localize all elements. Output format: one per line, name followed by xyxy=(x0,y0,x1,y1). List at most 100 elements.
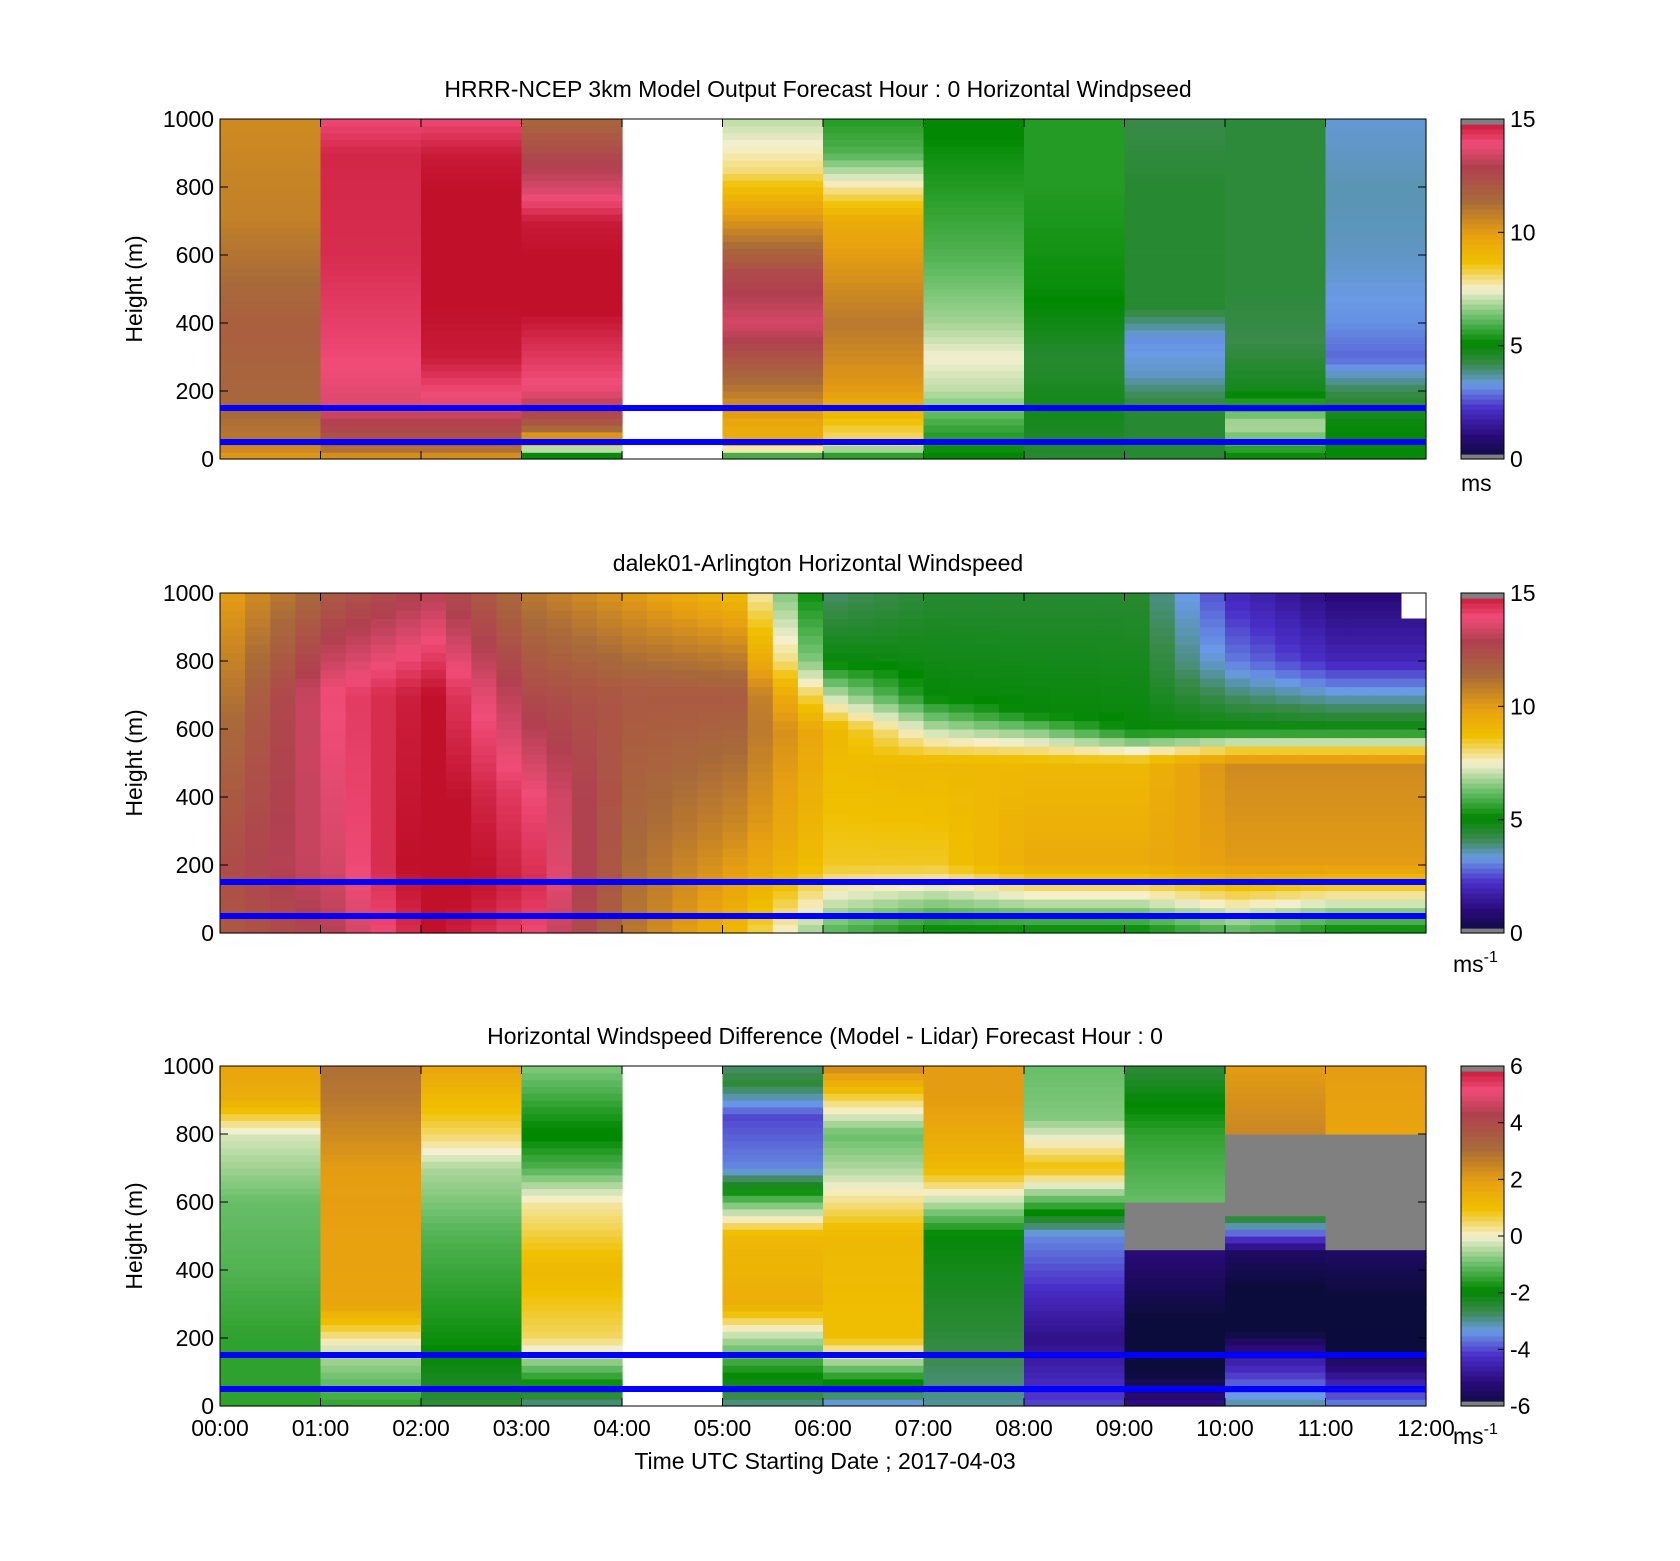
heatmap-cell xyxy=(1225,652,1251,662)
heatmap-cell xyxy=(823,822,849,832)
heatmap-cell xyxy=(220,652,246,662)
heatmap-cell xyxy=(546,610,573,620)
heatmap-cell xyxy=(345,882,372,892)
heatmap-cell xyxy=(973,780,1000,790)
heatmap-cell xyxy=(471,618,497,628)
colorbar-tick-label: -4 xyxy=(1510,1336,1531,1362)
heatmap-cell xyxy=(722,746,749,756)
heatmap-cell xyxy=(446,873,472,883)
heatmap-cell xyxy=(446,916,472,926)
heatmap-cell xyxy=(220,1066,322,1074)
heatmap-cell xyxy=(973,669,1000,679)
heatmap-cell xyxy=(270,644,296,654)
heatmap-cell xyxy=(823,1127,925,1135)
heatmap-cell xyxy=(1024,139,1126,147)
heatmap-cell xyxy=(722,241,824,249)
heatmap-cell xyxy=(823,445,925,453)
heatmap-cell xyxy=(345,746,372,756)
heatmap-cell xyxy=(797,763,824,773)
colorbar-segment xyxy=(1461,394,1504,400)
colorbar-segment xyxy=(1461,1256,1504,1262)
heatmap-cell xyxy=(1024,1324,1126,1332)
heatmap-cell xyxy=(546,822,573,832)
heatmap-cell xyxy=(220,1317,322,1325)
heatmap-cell xyxy=(722,916,749,926)
colorbar-tick-label: 0 xyxy=(1510,446,1523,472)
heatmap-cell xyxy=(1300,814,1327,824)
heatmap-cell xyxy=(295,618,322,628)
heatmap-cell xyxy=(823,221,925,229)
heatmap-cell xyxy=(722,1372,824,1380)
heatmap-cell xyxy=(672,924,698,934)
heatmap-cell xyxy=(1325,350,1427,358)
heatmap-cell xyxy=(1124,1344,1226,1353)
heatmap-cell xyxy=(270,831,296,841)
heatmap-cell xyxy=(345,601,372,611)
heatmap-cell xyxy=(1024,1310,1126,1319)
heatmap-cell xyxy=(722,771,749,781)
heatmap-cell xyxy=(1250,856,1276,866)
heatmap-cell xyxy=(320,652,347,662)
heatmap-cell xyxy=(421,431,523,440)
heatmap-cell xyxy=(772,720,799,730)
heatmap-cell xyxy=(923,1229,1025,1237)
heatmap-cell xyxy=(521,1263,623,1271)
heatmap-cell xyxy=(722,1174,824,1183)
heatmap-cell xyxy=(722,873,749,883)
heatmap-cell xyxy=(923,729,950,739)
heatmap-cell xyxy=(1099,737,1126,747)
heatmap-cell xyxy=(697,703,724,713)
heatmap-cell xyxy=(421,139,523,147)
heatmap-cell xyxy=(320,411,422,419)
heatmap-cell xyxy=(1225,1304,1327,1312)
heatmap-cell xyxy=(521,831,548,841)
heatmap-cell xyxy=(270,856,296,866)
panel-difference-unit-sup: -1 xyxy=(1484,1421,1498,1438)
heatmap-cell xyxy=(1074,678,1100,688)
heatmap-cell xyxy=(245,737,271,747)
heatmap-cell xyxy=(823,1290,925,1298)
heatmap-cell xyxy=(1199,678,1226,688)
heatmap-cell xyxy=(1375,805,1402,815)
heatmap-cell xyxy=(823,1202,925,1210)
heatmap-cell xyxy=(220,712,246,722)
heatmap-cell xyxy=(521,610,548,620)
heatmap-cell xyxy=(320,1378,422,1387)
heatmap-cell xyxy=(1124,712,1151,722)
heatmap-cell xyxy=(270,652,296,662)
heatmap-cell xyxy=(421,797,447,807)
heatmap-cell xyxy=(898,618,925,628)
heatmap-cell xyxy=(1149,703,1176,713)
colorbar-segment xyxy=(1461,1066,1504,1072)
heatmap-cell xyxy=(421,425,523,433)
heatmap-cell xyxy=(220,309,322,317)
heatmap-cell xyxy=(1375,720,1402,730)
heatmap-cell xyxy=(823,839,849,849)
heatmap-cell xyxy=(1074,720,1100,730)
heatmap-cell xyxy=(521,865,548,875)
heatmap-cell xyxy=(471,831,497,841)
heatmap-cell xyxy=(722,418,824,426)
heatmap-cell xyxy=(923,712,950,722)
heatmap-cell xyxy=(1400,873,1427,883)
heatmap-cell xyxy=(1124,899,1151,909)
heatmap-cell xyxy=(923,452,1025,460)
heatmap-cell xyxy=(848,763,874,773)
heatmap-cell xyxy=(823,729,849,739)
heatmap-cell xyxy=(521,173,623,181)
heatmap-cell xyxy=(1024,1195,1126,1203)
heatmap-cell xyxy=(220,763,246,773)
heatmap-cell xyxy=(1225,593,1251,603)
colorbar-segment xyxy=(1461,1126,1504,1132)
heatmap-cell xyxy=(421,309,523,317)
heatmap-cell xyxy=(1225,644,1251,654)
heatmap-cell xyxy=(848,839,874,849)
heatmap-cell xyxy=(823,1304,925,1312)
heatmap-cell xyxy=(220,1072,322,1081)
heatmap-cell xyxy=(747,627,774,637)
heatmap-cell xyxy=(1225,343,1327,351)
heatmap-cell xyxy=(320,1072,422,1081)
heatmap-cell xyxy=(998,831,1025,841)
heatmap-cell xyxy=(421,1249,523,1257)
heatmap-cell xyxy=(672,686,698,696)
